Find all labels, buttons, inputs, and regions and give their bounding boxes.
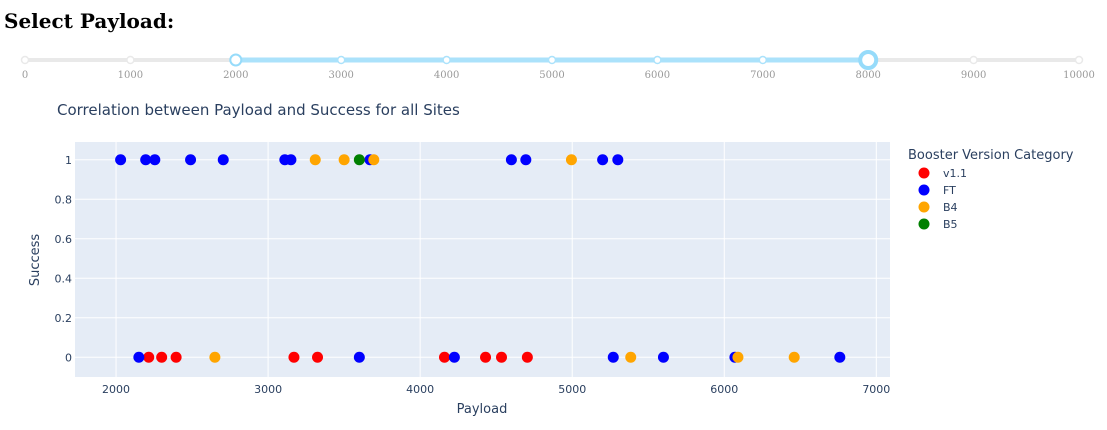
x-axis-label: Payload xyxy=(457,402,508,417)
data-point[interactable] xyxy=(133,351,145,363)
y-tick-label: 0.6 xyxy=(55,233,73,246)
data-point[interactable] xyxy=(448,351,460,363)
x-tick-label: 4000 xyxy=(406,383,434,396)
slider-mark-dot[interactable] xyxy=(547,55,557,65)
data-point[interactable] xyxy=(438,351,450,363)
x-tick-label: 2000 xyxy=(102,383,130,396)
legend-item[interactable]: FT xyxy=(918,184,957,197)
data-point[interactable] xyxy=(612,154,624,166)
data-point[interactable] xyxy=(209,351,221,363)
chart-title: Correlation between Payload and Success … xyxy=(57,101,460,119)
data-point[interactable] xyxy=(368,154,380,166)
slider-mark-label: 0 xyxy=(22,70,28,81)
gridlines xyxy=(75,142,890,377)
scatter-chart: 00.20.40.60.81 2000 3000 4000 5000 6000 7000 … xyxy=(28,142,1074,417)
data-point[interactable] xyxy=(149,154,161,166)
data-point[interactable] xyxy=(185,154,197,166)
data-point[interactable] xyxy=(338,154,350,166)
legend-marker xyxy=(918,167,930,179)
plot-background xyxy=(75,142,890,377)
y-tick-label: 0.2 xyxy=(55,312,73,325)
data-point[interactable] xyxy=(496,351,508,363)
y-tick-label: 0 xyxy=(65,351,72,364)
data-point[interactable] xyxy=(156,351,168,363)
data-point[interactable] xyxy=(309,154,321,166)
y-axis-ticks: 0 0.2 0.4 0.6 0.8 1 xyxy=(55,154,73,364)
slider-handle-high[interactable] xyxy=(858,50,879,70)
data-point[interactable] xyxy=(834,351,846,363)
data-point[interactable] xyxy=(732,351,744,363)
legend-item[interactable]: v1.1 xyxy=(918,167,968,180)
slider-mark-dot[interactable] xyxy=(653,55,662,65)
series-b5 xyxy=(353,154,365,166)
series-b4 xyxy=(209,154,800,363)
data-points xyxy=(115,154,846,363)
x-tick-label: 7000 xyxy=(862,383,890,396)
x-axis-ticks: 2000 3000 4000 5000 6000 7000 xyxy=(102,383,890,396)
slider-mark-dot[interactable] xyxy=(336,55,346,65)
x-tick-label: 6000 xyxy=(710,383,738,396)
slider-mark-dot[interactable] xyxy=(758,55,768,65)
data-point[interactable] xyxy=(597,154,609,166)
data-point[interactable] xyxy=(505,154,517,166)
data-point[interactable] xyxy=(353,351,365,363)
data-point[interactable] xyxy=(288,351,300,363)
data-point[interactable] xyxy=(607,351,619,363)
series-v1-1 xyxy=(143,351,533,363)
slider-mark-dot[interactable] xyxy=(969,55,978,65)
data-point[interactable] xyxy=(657,351,669,363)
slider-mark-dot[interactable] xyxy=(442,55,451,65)
slider-mark-label: 3000 xyxy=(328,70,353,81)
slider-mark-dot[interactable] xyxy=(126,55,135,65)
slider-mark-label: 4000 xyxy=(434,70,459,81)
page-heading: Select Payload: xyxy=(4,9,175,33)
slider-mark-label: 10000 xyxy=(1063,70,1095,81)
y-tick-label: 0.4 xyxy=(55,272,73,285)
data-point[interactable] xyxy=(170,351,182,363)
legend: v1.1 FT B4 B5 xyxy=(918,167,968,231)
payload-range-slider[interactable]: 0 1000 2000 3000 4000 5000 6000 7000 8000 9000 100… xyxy=(0,40,1107,90)
legend-label: FT xyxy=(943,184,956,197)
data-point[interactable] xyxy=(217,154,229,166)
legend-label: v1.1 xyxy=(943,167,967,180)
x-tick-label: 3000 xyxy=(254,383,282,396)
legend-item[interactable]: B4 xyxy=(918,201,958,214)
slider-mark-label: 6000 xyxy=(645,70,670,81)
data-point[interactable] xyxy=(480,351,492,363)
data-point[interactable] xyxy=(520,154,532,166)
slider-handle-low[interactable] xyxy=(229,53,243,67)
legend-label: B4 xyxy=(943,201,958,214)
data-point[interactable] xyxy=(625,351,637,363)
data-point[interactable] xyxy=(353,154,365,166)
legend-label: B5 xyxy=(943,218,958,231)
y-tick-label: 0.8 xyxy=(55,193,73,206)
data-point[interactable] xyxy=(521,351,533,363)
legend-marker xyxy=(918,184,930,196)
data-point[interactable] xyxy=(788,351,800,363)
data-point[interactable] xyxy=(312,351,324,363)
x-tick-label: 5000 xyxy=(558,383,586,396)
legend-title: Booster Version Category xyxy=(908,148,1074,163)
data-point[interactable] xyxy=(140,154,152,166)
slider-mark-dot[interactable] xyxy=(1074,55,1084,65)
slider-mark-label: 8000 xyxy=(855,70,880,81)
legend-item[interactable]: B5 xyxy=(918,218,958,231)
slider-mark-label: 5000 xyxy=(539,70,564,81)
slider-mark-dot[interactable] xyxy=(20,55,30,65)
legend-marker xyxy=(918,201,930,213)
data-point[interactable] xyxy=(115,154,127,166)
y-tick-label: 1 xyxy=(65,154,72,167)
slider-mark-label: 2000 xyxy=(223,70,248,81)
slider-mark-label: 1000 xyxy=(118,70,143,81)
data-point[interactable] xyxy=(565,154,577,166)
legend-marker xyxy=(918,218,930,230)
slider-mark-label: 7000 xyxy=(750,70,775,81)
data-point[interactable] xyxy=(143,351,155,363)
slider-mark-label: 9000 xyxy=(961,70,986,81)
y-axis-label: Success xyxy=(28,234,43,287)
data-point[interactable] xyxy=(285,154,297,166)
